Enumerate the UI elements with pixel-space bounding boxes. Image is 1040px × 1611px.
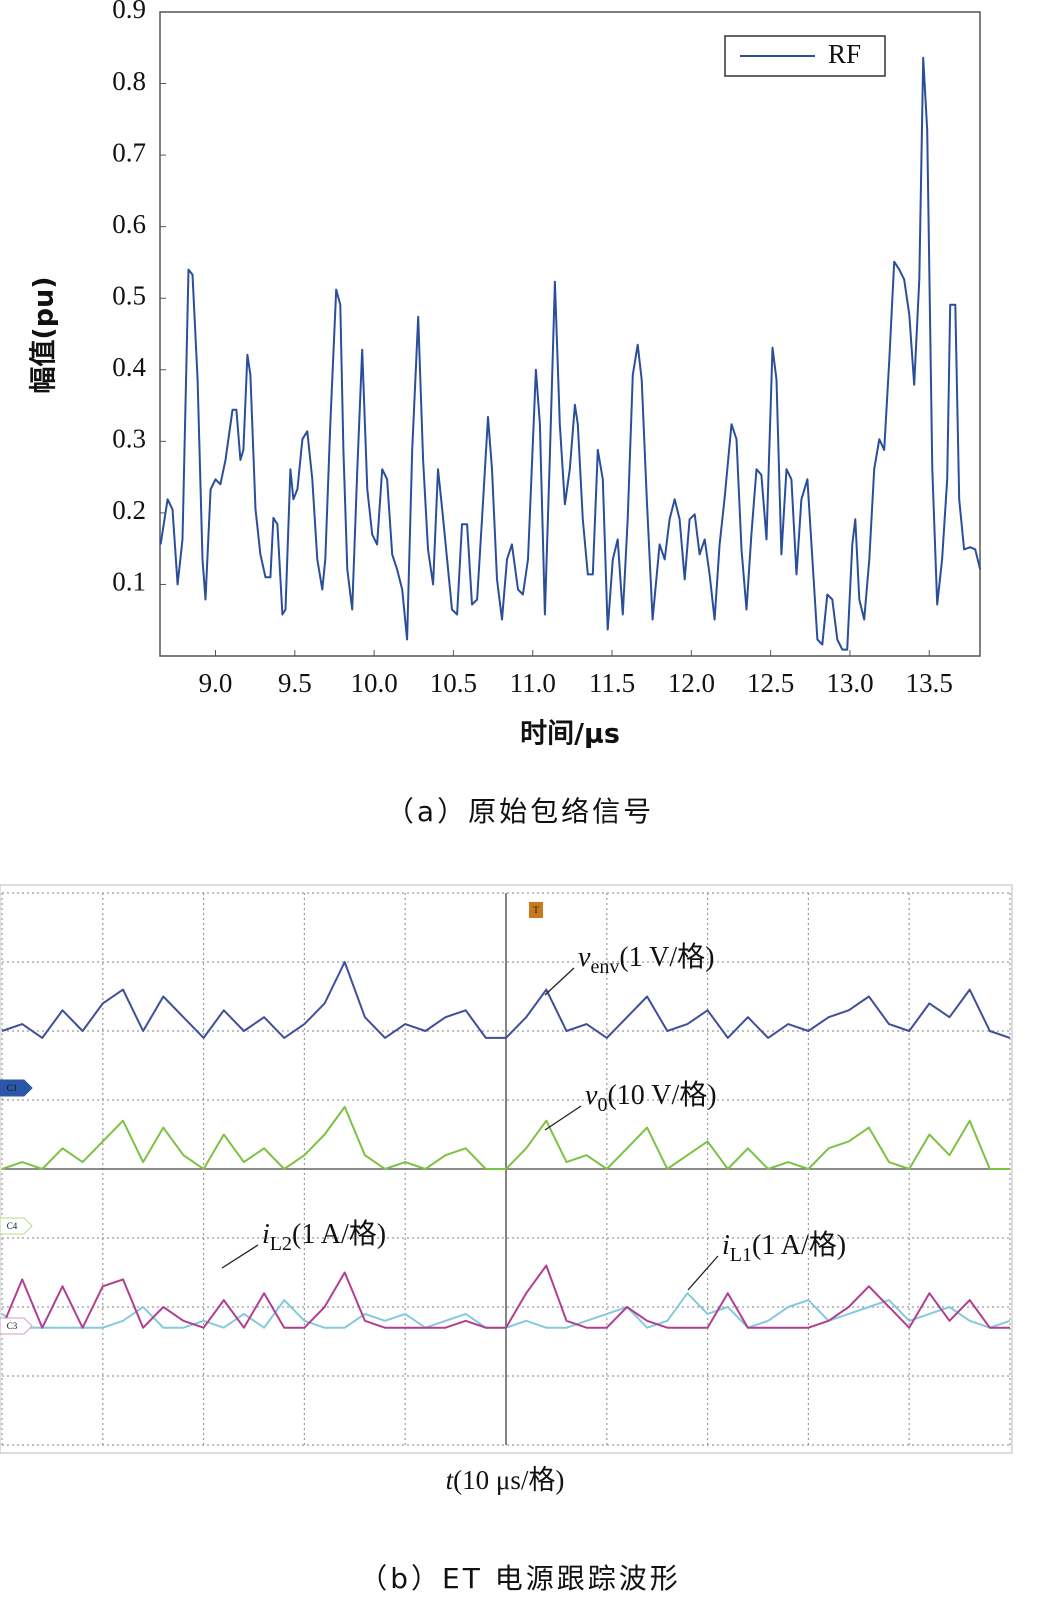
channel-marker (0, 1317, 33, 1335)
y-tick-label: 0.9 (112, 0, 146, 24)
x-tick-label: 10.5 (430, 668, 477, 698)
y-axis-label: 幅值(pu) (29, 276, 60, 393)
marker-label: C3 (7, 1321, 18, 1331)
y-tick-label: 0.3 (112, 424, 146, 454)
x-axis-label: t(10 μs/格) (446, 1465, 565, 1495)
annotation-leader (687, 1255, 719, 1291)
y-tick-label: 0.8 (112, 66, 146, 96)
y-tick-label: 0.1 (112, 567, 146, 597)
series-line (1, 1264, 1010, 1329)
annotation: iL2(1 A/格) (262, 1218, 386, 1254)
annotation: v0(10 V/格) (585, 1079, 717, 1115)
annotation-symbol: i (722, 1230, 730, 1261)
x-tick-label: 11.5 (589, 668, 635, 698)
annotation-leader (544, 1105, 582, 1131)
x-tick-label: 12.5 (747, 668, 794, 698)
marker-label: T (533, 905, 539, 915)
x-tick-label: 13.5 (906, 668, 953, 698)
y-tick-label: 0.2 (112, 495, 146, 525)
y-tick-label: 0.4 (112, 352, 146, 382)
channel-marker (0, 1079, 33, 1097)
annotation-text: (1 V/格) (619, 941, 714, 973)
annotation-leader (544, 967, 575, 996)
annotation-symbol: i (262, 1219, 270, 1250)
annotation-symbol: v (578, 942, 591, 973)
x-tick-label: 13.0 (826, 668, 873, 698)
annotation-subscript: L2 (270, 1233, 292, 1255)
annotation-symbol: v (585, 1080, 598, 1111)
annotation: venv(1 V/格) (578, 941, 714, 977)
annotation-text: (1 A/格) (752, 1229, 846, 1261)
series-line (159, 56, 982, 651)
annotation-subscript: env (590, 956, 619, 978)
marker-label: C1 (7, 1083, 18, 1093)
y-tick-label: 0.6 (112, 209, 146, 239)
annotation-text: (10 V/格) (607, 1079, 716, 1111)
x-tick-label: 9.0 (199, 668, 233, 698)
y-tick-label: 0.5 (112, 280, 146, 310)
x-tick-label: 10.0 (350, 668, 397, 698)
y-tick-label: 0.7 (112, 137, 146, 167)
caption: （b）ET 电源跟踪波形 (359, 1562, 680, 1595)
marker-label: C4 (7, 1221, 18, 1231)
x-tick-label: 11.0 (510, 668, 556, 698)
x-axis-label: 时间/μs (520, 719, 620, 750)
annotation-text: (1 A/格) (292, 1218, 386, 1250)
series-line (1, 961, 1011, 1039)
annotation-subscript: 0 (597, 1094, 607, 1116)
trigger-marker (529, 902, 543, 918)
plot-frame (159, 11, 981, 657)
channel-marker (0, 1217, 33, 1235)
annotation-leader (221, 1244, 259, 1269)
caption: （a）原始包络信号 (386, 795, 654, 828)
legend-label: RF (828, 39, 861, 69)
annotation-subscript: L1 (730, 1244, 752, 1266)
x-tick-label: 12.0 (668, 668, 715, 698)
annotation: iL1(1 A/格) (722, 1229, 846, 1265)
x-tick-label: 9.5 (278, 668, 312, 698)
series-line (1, 1105, 1010, 1170)
